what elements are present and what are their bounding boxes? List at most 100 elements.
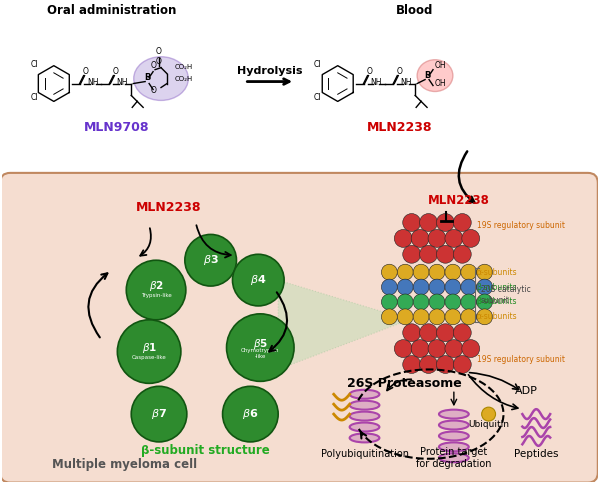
Circle shape [419, 355, 437, 373]
Text: Cl: Cl [30, 60, 38, 69]
Circle shape [403, 213, 421, 231]
Circle shape [454, 213, 471, 231]
Circle shape [232, 254, 284, 306]
Circle shape [397, 309, 413, 325]
Ellipse shape [350, 423, 379, 431]
Circle shape [436, 213, 454, 231]
Circle shape [445, 340, 463, 357]
Circle shape [436, 355, 454, 373]
Circle shape [403, 324, 421, 341]
Polygon shape [278, 280, 409, 369]
Circle shape [429, 264, 445, 280]
Text: Blood: Blood [395, 4, 433, 17]
Circle shape [445, 294, 461, 310]
Text: NH: NH [371, 78, 382, 86]
Circle shape [413, 294, 429, 310]
Text: Multiple myeloma cell: Multiple myeloma cell [52, 458, 197, 471]
Ellipse shape [350, 412, 379, 421]
Circle shape [126, 260, 186, 320]
Circle shape [461, 264, 476, 280]
Circle shape [429, 294, 445, 310]
FancyBboxPatch shape [0, 173, 598, 483]
Text: MLN2238: MLN2238 [428, 194, 490, 207]
Text: Caspase-like: Caspase-like [132, 355, 166, 360]
Circle shape [454, 245, 471, 263]
Text: Oral administration: Oral administration [47, 4, 176, 17]
Text: $\beta$7: $\beta$7 [151, 407, 167, 421]
Ellipse shape [350, 401, 379, 410]
Text: α-subunits: α-subunits [476, 268, 517, 277]
Circle shape [436, 324, 454, 341]
Text: $\beta$4: $\beta$4 [250, 273, 266, 287]
Text: OH: OH [435, 79, 446, 87]
Text: O: O [397, 67, 402, 76]
Text: O: O [156, 57, 162, 66]
Text: $\beta$5: $\beta$5 [253, 337, 268, 351]
Circle shape [382, 309, 397, 325]
Circle shape [445, 309, 461, 325]
Ellipse shape [439, 442, 469, 451]
Text: Cl: Cl [30, 93, 38, 102]
Text: NH: NH [400, 78, 412, 86]
Text: Cl: Cl [314, 60, 322, 69]
Text: MLN9708: MLN9708 [83, 121, 149, 134]
Circle shape [482, 407, 496, 421]
Circle shape [397, 279, 413, 295]
Circle shape [382, 264, 397, 280]
Circle shape [403, 355, 421, 373]
Circle shape [429, 309, 445, 325]
Circle shape [411, 229, 429, 247]
Circle shape [428, 340, 446, 357]
Circle shape [445, 264, 461, 280]
Text: $\beta$2: $\beta$2 [149, 279, 164, 293]
Text: O: O [112, 67, 118, 76]
Circle shape [428, 229, 446, 247]
Text: α-subunits: α-subunits [476, 313, 517, 321]
Text: Polyubiquitination: Polyubiquitination [320, 449, 409, 459]
Circle shape [462, 340, 479, 357]
Circle shape [413, 309, 429, 325]
Text: $\beta$1: $\beta$1 [142, 341, 157, 355]
Text: 19S regulatory subunit: 19S regulatory subunit [476, 355, 565, 364]
Text: B: B [424, 71, 430, 80]
Circle shape [476, 309, 493, 325]
Ellipse shape [439, 431, 469, 440]
Circle shape [454, 355, 471, 373]
Circle shape [461, 294, 476, 310]
Text: O: O [150, 61, 156, 70]
Circle shape [382, 294, 397, 310]
Circle shape [454, 324, 471, 341]
Text: β-subunits: β-subunits [476, 283, 517, 292]
Circle shape [429, 279, 445, 295]
Circle shape [382, 279, 397, 295]
Circle shape [397, 264, 413, 280]
Ellipse shape [439, 421, 469, 429]
Circle shape [445, 279, 461, 295]
Circle shape [413, 264, 429, 280]
Text: 20S catalytic
subunit: 20S catalytic subunit [481, 285, 530, 305]
Text: β-subunits: β-subunits [476, 298, 517, 306]
Circle shape [419, 245, 437, 263]
Text: MLN2238: MLN2238 [367, 121, 432, 134]
Circle shape [403, 245, 421, 263]
Text: O: O [150, 86, 156, 96]
Text: B: B [144, 72, 151, 82]
Text: MLN2238: MLN2238 [136, 200, 202, 213]
Ellipse shape [134, 57, 188, 100]
Circle shape [185, 234, 236, 286]
Text: O: O [83, 67, 89, 76]
Circle shape [413, 279, 429, 295]
Text: Hydrolysis: Hydrolysis [238, 66, 303, 76]
Circle shape [476, 264, 493, 280]
Circle shape [131, 386, 187, 442]
Ellipse shape [417, 60, 453, 91]
Text: OH: OH [435, 61, 446, 70]
Text: $\beta$3: $\beta$3 [203, 253, 218, 267]
Text: β-subunit structure: β-subunit structure [142, 444, 270, 457]
Text: O: O [156, 47, 162, 56]
Circle shape [118, 320, 181, 384]
Ellipse shape [350, 390, 379, 399]
Text: Ubiquitin: Ubiquitin [468, 420, 509, 429]
Circle shape [419, 324, 437, 341]
Text: Cl: Cl [314, 93, 322, 102]
